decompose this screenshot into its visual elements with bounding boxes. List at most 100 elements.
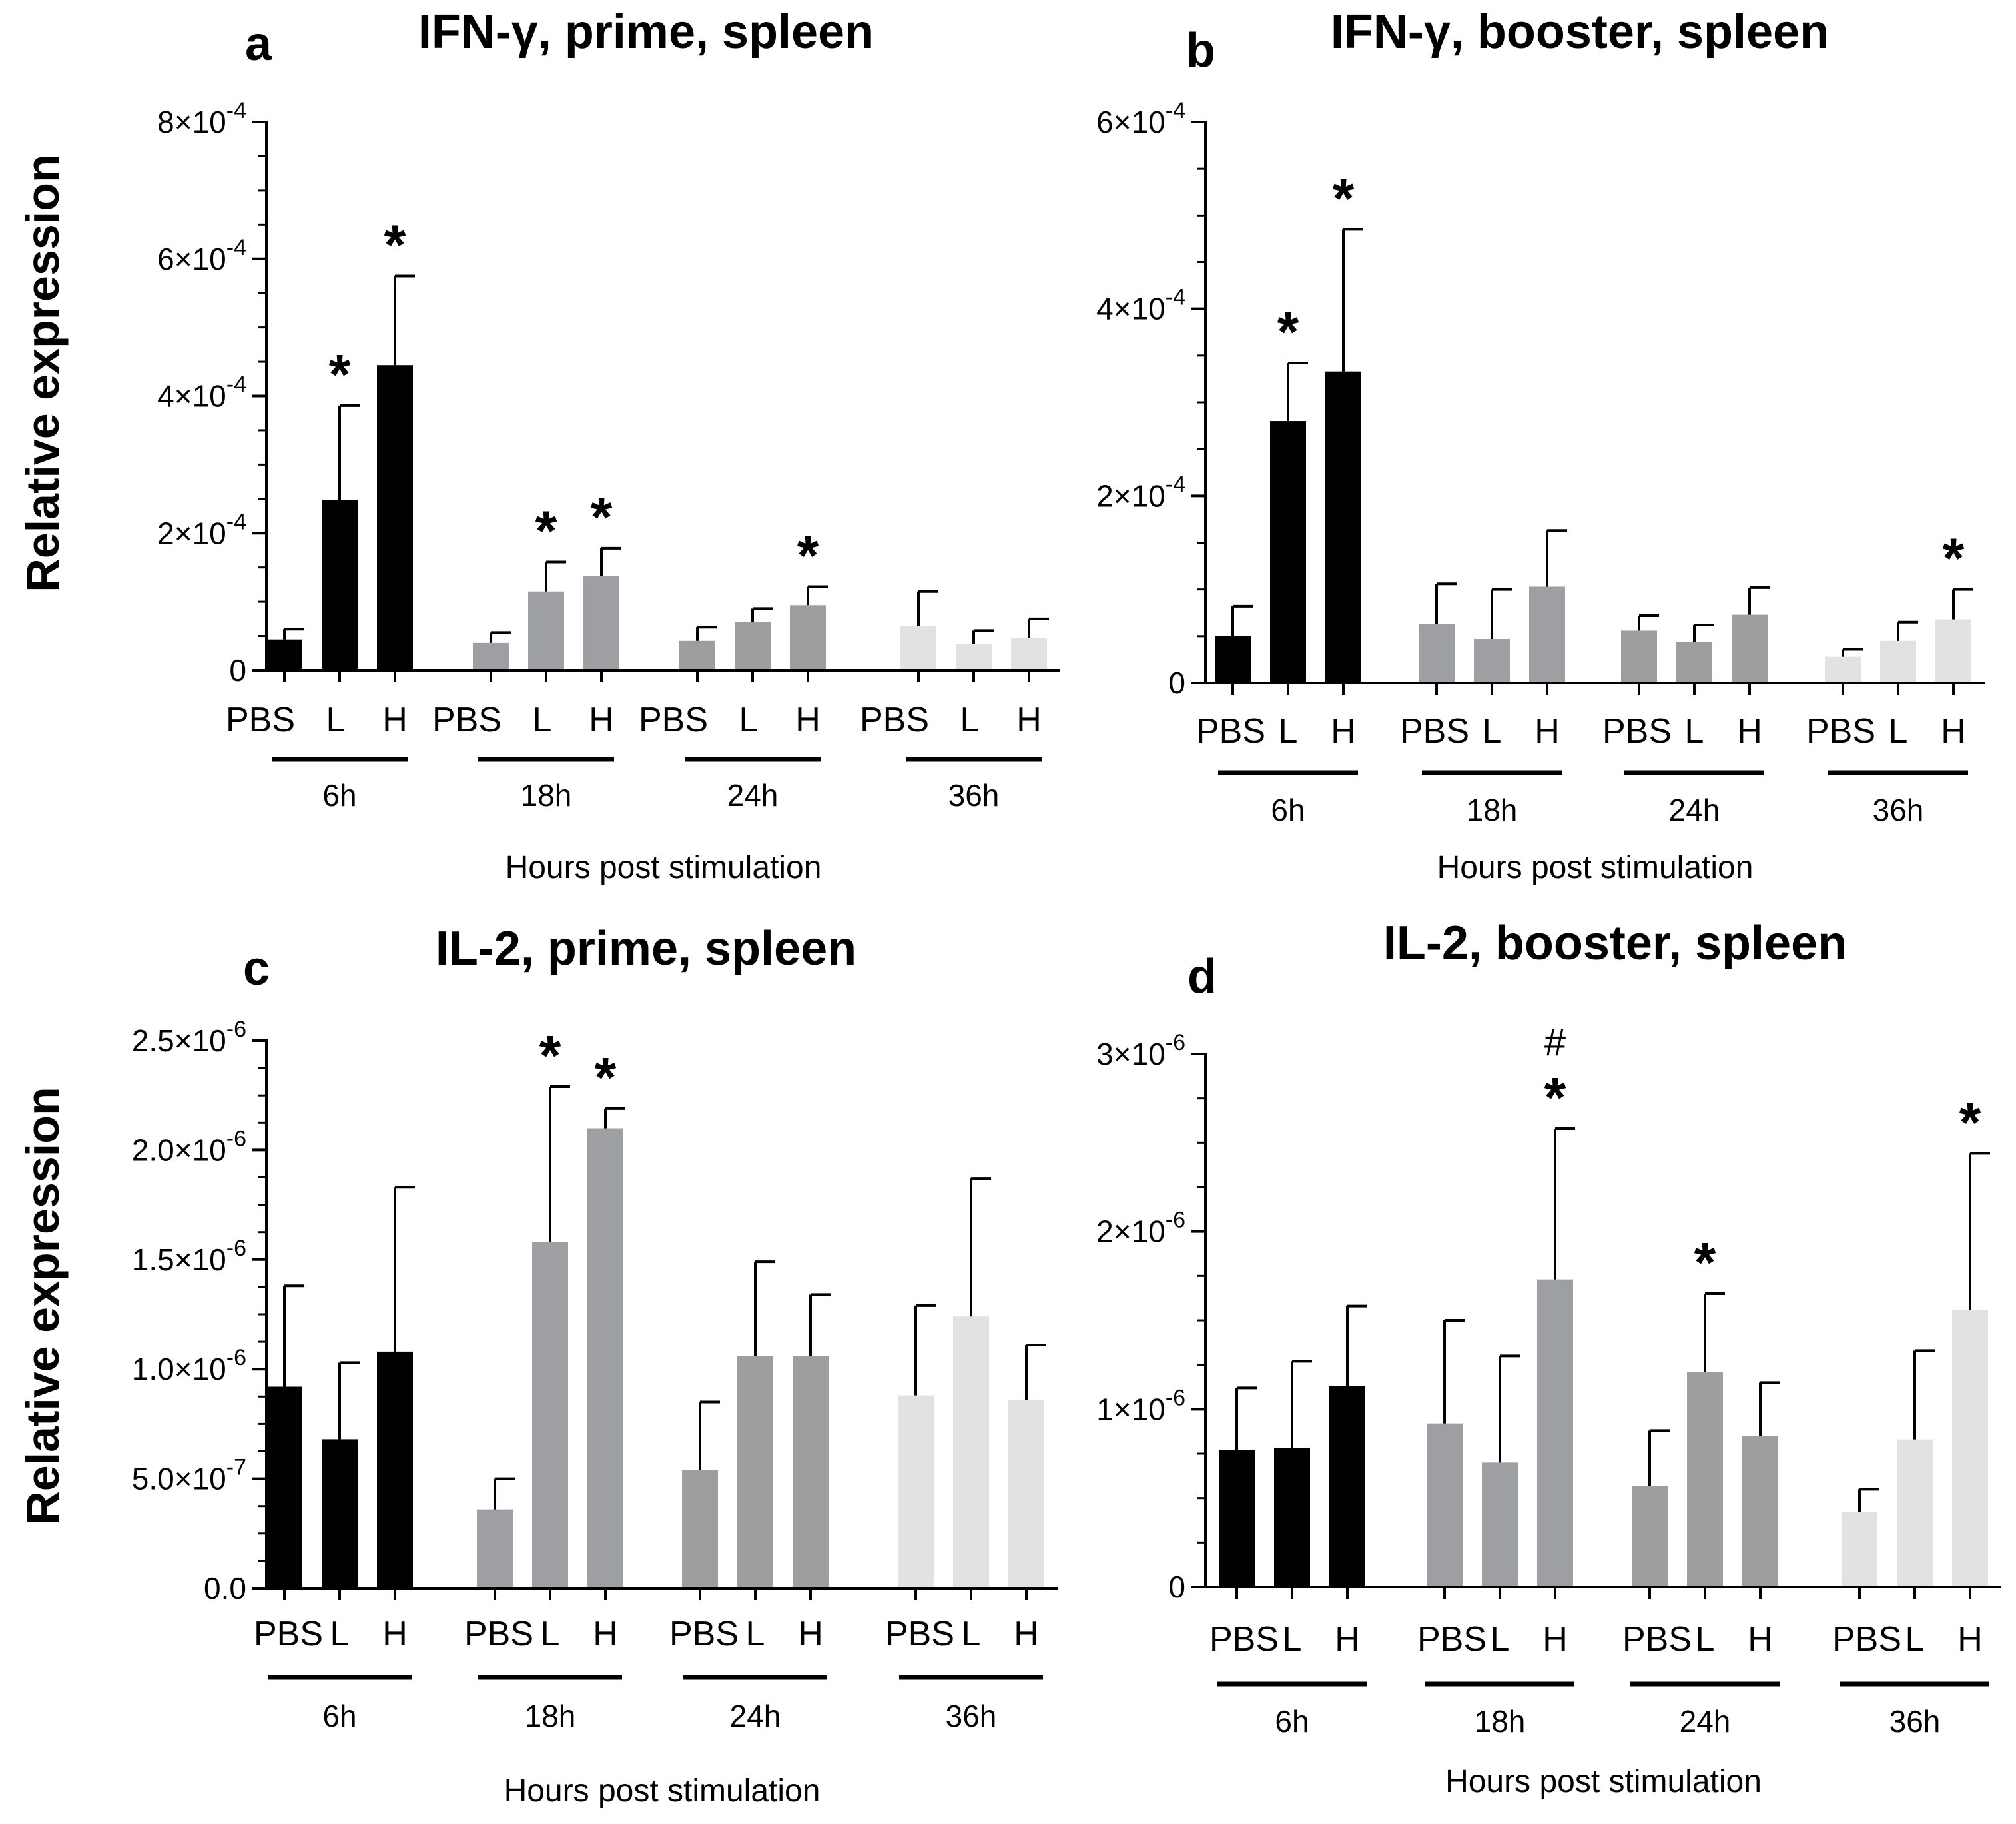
y-tick-label: 1.5×10-6 (132, 1236, 246, 1277)
significance-star: * (539, 1024, 561, 1087)
category-label: PBS (1209, 1620, 1279, 1659)
bar-L (1687, 1372, 1723, 1587)
group-label: 24h (727, 778, 779, 813)
y-tick-mantissa: 0.0 (204, 1571, 246, 1605)
y-tick-label: 5.0×10-7 (132, 1455, 246, 1496)
y-tick-label: 4×10-4 (1096, 285, 1185, 326)
y-tick-exponent: -6 (226, 1017, 246, 1042)
bar-group-36h: PBS L H 36h (885, 1177, 1046, 1733)
bar-group-24h: PBS L H 24h (1602, 586, 1770, 827)
y-tick-exponent: -7 (226, 1455, 246, 1480)
significance-star: * (1277, 300, 1299, 363)
group-label: 18h (1467, 793, 1518, 827)
bar-L (735, 622, 771, 670)
significance-star: * (1959, 1091, 1981, 1153)
category-label: H (1941, 712, 1966, 751)
panel-a: a IFN-γ, prime, spleen02×10-44×10-46×10-4… (17, 5, 1060, 885)
bar-group-18h: PBS * L * H 18h (464, 1024, 625, 1733)
chart-title: IL-2, booster, spleen (1383, 917, 1847, 970)
significance-star: * (591, 486, 613, 548)
y-tick-label: 0 (229, 653, 246, 687)
y-tick-label: 3×10-6 (1096, 1030, 1185, 1071)
bar-group-24h: PBS L * H 24h (639, 524, 828, 813)
panel-b: b IFN-γ, booster, spleen02×10-44×10-46×10… (1096, 5, 1985, 885)
panel-letter: a (245, 17, 272, 71)
category-label: L (1491, 1620, 1510, 1659)
bar-PBS (679, 640, 715, 670)
category-label: L (1889, 712, 1908, 751)
y-tick-label: 8×10-4 (157, 98, 246, 139)
bar-group-6h: PBS * L * H 6h (1196, 167, 1363, 827)
bar-PBS (266, 1386, 302, 1588)
group-label: 36h (948, 778, 1000, 813)
bar-group-18h: PBS L H 18h (1400, 529, 1567, 827)
significance-star: * (1544, 1066, 1566, 1129)
category-label: L (330, 1615, 350, 1653)
category-label: H (1534, 712, 1560, 751)
bar-L (1270, 421, 1306, 683)
bar-PBS (900, 626, 936, 670)
category-label: H (1737, 712, 1762, 751)
category-label: PBS (226, 701, 295, 739)
bar-L (737, 1356, 773, 1588)
bar-group-36h: PBS L * H 36h (1806, 527, 1973, 827)
y-tick-label: 2×10-4 (1096, 472, 1185, 513)
x-axis-label: Hours post stimulation (1437, 850, 1754, 885)
y-tick-label: 2.5×10-6 (132, 1017, 246, 1058)
y-tick-label: 2×10-4 (157, 509, 246, 550)
panel-letter: d (1187, 950, 1217, 1003)
bar-H (1011, 638, 1047, 670)
bar-H (377, 365, 413, 670)
category-label: H (382, 701, 408, 739)
bar-PBS (1632, 1486, 1668, 1587)
y-tick-label: 6×10-4 (157, 235, 246, 276)
category-label: L (1483, 712, 1502, 751)
group-label: 36h (1873, 793, 1924, 827)
category-label: L (541, 1615, 560, 1653)
bar-L (528, 591, 564, 670)
bar-PBS (473, 642, 509, 670)
bar-H (1329, 1386, 1365, 1587)
bar-L (953, 1316, 989, 1588)
panel-d: dIL-2, booster, spleen01×10-62×10-63×10-… (1096, 917, 2001, 1799)
bar-PBS (1419, 624, 1455, 683)
category-label: H (1748, 1620, 1773, 1659)
bar-PBS (898, 1395, 934, 1588)
category-label: PBS (1196, 712, 1265, 751)
y-tick-label: 0 (1168, 1570, 1185, 1604)
panel-letter: c (243, 942, 270, 995)
y-tick-exponent: -4 (1166, 472, 1185, 497)
bar-H (1325, 371, 1361, 683)
y-tick-label: 2×10-6 (1096, 1208, 1185, 1249)
bar-PBS (682, 1470, 718, 1588)
bar-PBS (1219, 1450, 1255, 1587)
y-tick-exponent: -4 (226, 235, 246, 260)
category-label: PBS (885, 1615, 954, 1653)
category-label: L (1685, 712, 1704, 751)
category-label: PBS (432, 701, 502, 739)
y-tick-mantissa: 2×10 (1096, 478, 1166, 513)
significance-star: * (595, 1046, 617, 1109)
y-tick-label: 1.0×10-6 (132, 1345, 246, 1386)
category-label: H (1014, 1615, 1039, 1653)
y-tick-mantissa: 2.0×10 (132, 1133, 226, 1167)
y-tick-exponent: -4 (226, 372, 246, 398)
category-label: L (533, 701, 552, 739)
category-label: H (1016, 701, 1042, 739)
bar-H (1537, 1279, 1573, 1587)
y-tick-exponent: -6 (226, 1126, 246, 1151)
x-axis-label: Hours post stimulation (1445, 1764, 1762, 1799)
category-label: PBS (1622, 1620, 1692, 1659)
significance-star: * (1943, 527, 1965, 590)
y-tick-exponent: -6 (226, 1236, 246, 1261)
category-label: H (589, 701, 614, 739)
group-label: 36h (946, 1699, 997, 1733)
bar-PBS (477, 1509, 513, 1588)
chart-title: IL-2, prime, spleen (436, 922, 856, 975)
y-tick-mantissa: 4×10 (157, 379, 226, 414)
bar-group-18h: PBS * L * H 18h (432, 486, 621, 813)
y-tick-mantissa: 1.5×10 (132, 1242, 226, 1277)
y-tick-exponent: -6 (1166, 1030, 1185, 1055)
x-axis-label: Hours post stimulation (504, 1773, 821, 1809)
